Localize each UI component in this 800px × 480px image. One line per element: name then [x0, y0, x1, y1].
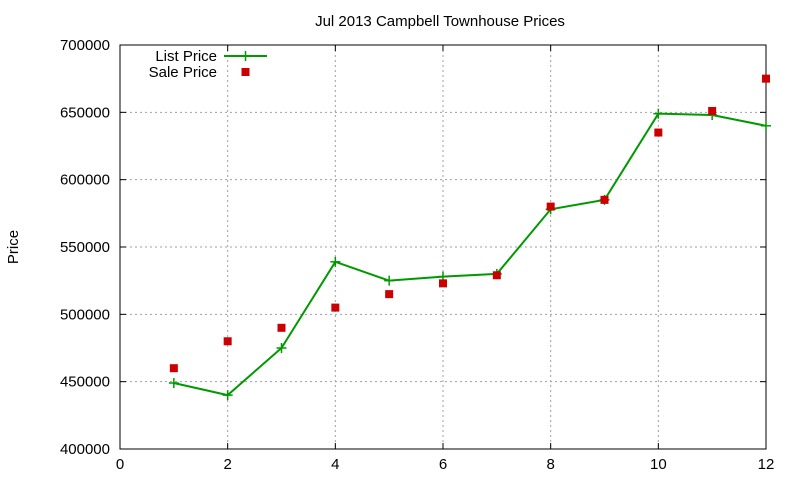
- sale-price-point: [762, 74, 770, 83]
- legend-item: Sale Price: [149, 64, 250, 81]
- x-tick-label: 2: [223, 456, 231, 473]
- x-tick-label: 12: [758, 456, 775, 473]
- x-tick-label: 10: [650, 456, 667, 473]
- list-price-point: [276, 343, 287, 353]
- sale-price-point: [492, 271, 501, 280]
- x-tick-label: 6: [439, 456, 447, 473]
- list-price-line: [173, 112, 767, 397]
- y-tick-label: 550000: [60, 239, 110, 256]
- sale-price-point: [169, 364, 178, 373]
- sale-price-point: [708, 106, 717, 115]
- gridlines: [120, 45, 766, 449]
- list-price-point: [168, 378, 179, 389]
- series-sale-price: [169, 74, 770, 373]
- y-tick-label: 700000: [60, 37, 110, 54]
- tick-labels: 0 2 4 6 8 10 12 400000 450000 500000 550000 600000 6…: [60, 37, 774, 473]
- list-price-point: [222, 390, 233, 401]
- y-tick-label: 650000: [60, 104, 110, 121]
- list-price-point: [330, 256, 341, 267]
- legend-plus-swatch: [240, 51, 251, 61]
- legend-item: List Price: [155, 48, 267, 65]
- data-series: [168, 74, 771, 401]
- sale-price-point: [439, 279, 447, 288]
- y-tick-label: 450000: [60, 374, 110, 391]
- y-tick-label: 500000: [60, 306, 110, 323]
- y-axis-label: Price: [5, 230, 22, 264]
- list-price-point: [653, 108, 664, 119]
- x-tick-label: 4: [331, 456, 339, 473]
- x-tick-label: 8: [546, 456, 554, 473]
- sale-price-point: [223, 337, 232, 346]
- list-price-point: [384, 275, 395, 286]
- sale-price-point: [331, 303, 340, 312]
- y-tick-label: 400000: [60, 441, 110, 458]
- list-price-point: [761, 120, 771, 131]
- series-list-price: [168, 108, 771, 401]
- sale-price-point: [385, 290, 394, 299]
- chart-title: Jul 2013 Campbell Townhouse Prices: [315, 13, 565, 30]
- axes: [119, 44, 767, 450]
- y-tick-label: 600000: [60, 172, 110, 189]
- sale-price-point: [600, 195, 609, 204]
- x-tick-label: 0: [116, 456, 124, 473]
- legend-square-swatch: [241, 68, 250, 76]
- sale-price-point: [277, 323, 286, 332]
- legend-label: List Price: [155, 48, 217, 65]
- sale-price-point: [654, 128, 663, 137]
- legend-label: Sale Price: [149, 64, 217, 81]
- sale-price-point: [546, 202, 555, 211]
